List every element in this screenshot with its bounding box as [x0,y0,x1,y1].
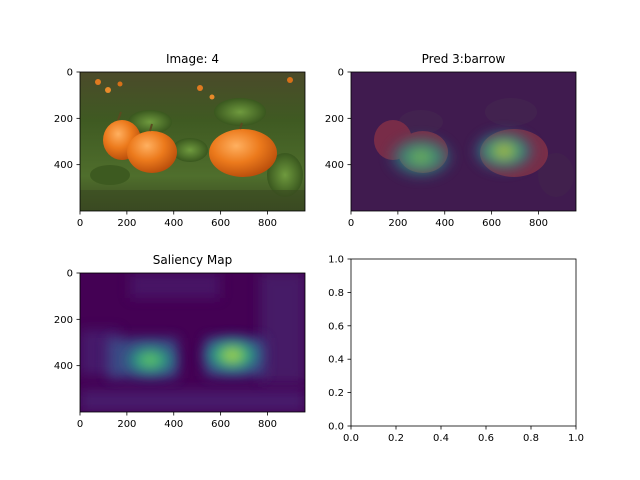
x-tick-label: 800 [258,419,277,430]
x-tick-label: 0.6 [478,433,494,444]
x-ticks-image: 0 200 400 600 800 [77,211,277,229]
y-tick-label: 400 [54,361,73,372]
y-ticks-pred: 0 200 400 [325,68,351,171]
y-tick-label: 0.0 [328,422,344,433]
panel-title-saliency: Saliency Map [153,253,232,267]
x-tick-label: 200 [117,218,136,229]
y-tick-label: 400 [54,160,73,171]
y-ticks-empty: 0.0 0.2 0.4 0.6 0.8 1.0 [328,255,351,433]
panel-image: Image: 4 0 200 400 600 800 [54,52,306,229]
x-tick-label: 0 [77,218,83,229]
y-tick-label: 0.4 [328,355,344,366]
saliency-hotspot [200,335,265,376]
x-tick-label: 400 [164,218,183,229]
y-tick-label: 0.2 [328,388,344,399]
x-tick-label: 0.8 [523,433,539,444]
x-ticks-pred: 0 200 400 600 800 [348,211,548,229]
x-ticks-saliency: 0 200 400 600 800 [77,412,277,430]
y-tick-label: 400 [325,160,344,171]
y-tick-label: 200 [54,315,73,326]
y-tick-label: 0 [67,269,73,280]
panel-title-image: Image: 4 [166,52,219,66]
x-tick-label: 600 [211,419,230,430]
x-tick-label: 1.0 [568,433,584,444]
saliency-heatmap [80,273,305,412]
x-tick-label: 800 [529,218,548,229]
y-tick-label: 0 [338,68,344,79]
y-ticks-saliency: 0 200 400 [54,269,80,372]
saliency-hotspot [120,341,180,379]
x-tick-label: 400 [164,419,183,430]
x-tick-label: 400 [435,218,454,229]
x-tick-label: 0.0 [343,433,359,444]
x-tick-label: 600 [211,218,230,229]
x-tick-label: 0.4 [433,433,449,444]
empty-axes-frame [350,258,577,427]
panel-title-pred: Pred 3:barrow [422,52,506,66]
y-tick-label: 200 [325,114,344,125]
x-tick-label: 200 [388,218,407,229]
x-tick-label: 200 [117,419,136,430]
y-tick-label: 0.6 [328,321,344,332]
x-tick-label: 0.2 [388,433,404,444]
x-tick-label: 600 [482,218,501,229]
photo-image [80,72,305,211]
panel-pred: Pred 3:barrow 0 200 400 600 800 0 200 400 [325,52,577,229]
x-tick-label: 0 [348,218,354,229]
y-tick-label: 200 [54,114,73,125]
y-tick-label: 1.0 [328,255,344,266]
x-tick-label: 800 [258,218,277,229]
panel-saliency: Saliency Map 0 200 400 600 800 0 200 400 [54,253,306,430]
y-ticks-image: 0 200 400 [54,68,80,171]
overlay-image [351,72,576,211]
saliency-hotspots [120,335,265,379]
x-tick-label: 0 [77,419,83,430]
panel-empty: 0.0 0.2 0.4 0.6 0.8 1.0 0.0 0.2 0.4 0.6 0.8 1.0 [328,255,584,445]
y-tick-label: 0 [67,68,73,79]
x-ticks-empty: 0.0 0.2 0.4 0.6 0.8 1.0 [343,426,584,444]
y-tick-label: 0.8 [328,288,344,299]
